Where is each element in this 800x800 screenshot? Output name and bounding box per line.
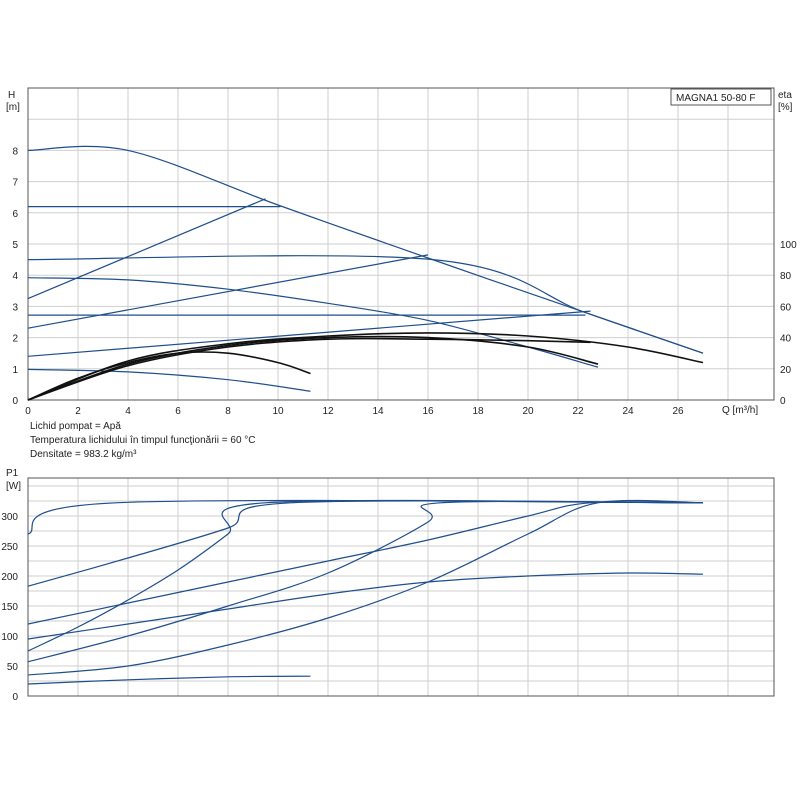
efficiency-curve [27, 351, 311, 401]
head-tick-label: 7 [12, 178, 18, 189]
head-tick-label: 3 [12, 302, 18, 313]
head-curve [27, 368, 311, 392]
head-axis-ticks: 0 2 4 6 8 10 12 14 16 18 20 22 24 2601234567802040608… [12, 146, 797, 417]
power-curves [27, 499, 704, 685]
head-curve [27, 277, 599, 368]
flow-tick-label: 20 [522, 406, 534, 417]
power-tick-label: 150 [1, 602, 18, 613]
flow-tick-label: 22 [572, 406, 584, 417]
head-tick-label: 1 [12, 365, 18, 376]
head-tick-label: 6 [12, 209, 18, 220]
head-grid [28, 88, 774, 400]
power-tick-label: 250 [1, 542, 18, 553]
head-plot-frame [27, 87, 775, 401]
head-tick-label: 2 [12, 334, 18, 345]
flow-tick-label: 8 [225, 406, 231, 417]
power-curve [27, 501, 704, 625]
head-curve [27, 198, 266, 300]
flow-tick-label: 4 [125, 406, 131, 417]
fluid-conditions: Lichid pompat = Apă Temperatura lichidul… [30, 421, 256, 460]
flow-tick-label: 24 [622, 406, 634, 417]
power-tick-label: 0 [12, 692, 18, 703]
model-label: MAGNA1 50-80 F [676, 93, 755, 104]
condition-fluid: Lichid pompat = Apă [30, 421, 121, 432]
flow-tick-label: 26 [672, 406, 684, 417]
model-label-box [670, 88, 772, 106]
flow-tick-label: 2 [75, 406, 81, 417]
power-axis-label: P1 [6, 468, 19, 479]
power-curve [27, 675, 311, 685]
head-curve [27, 145, 704, 354]
power-curve [27, 500, 704, 663]
power-grid [28, 478, 774, 696]
flow-tick-label: 6 [175, 406, 181, 417]
head-chart: 0 2 4 6 8 10 12 14 16 18 20 22 24 2601234567802040608… [6, 87, 797, 417]
power-tick-label: 300 [1, 512, 18, 523]
head-axis-label: H [8, 90, 15, 101]
power-axis-unit: [W] [6, 481, 21, 492]
efficiency-tick-label: 60 [780, 302, 792, 313]
power-curve [27, 499, 704, 535]
power-tick-label: 50 [7, 662, 19, 673]
power-tick-label: 100 [1, 632, 18, 643]
head-curve [27, 254, 429, 329]
head-tick-label: 5 [12, 240, 18, 251]
head-curve [27, 310, 591, 357]
flow-tick-label: 10 [272, 406, 284, 417]
head-tick-label: 8 [12, 146, 18, 157]
power-curve [27, 572, 704, 640]
efficiency-axis-label: eta [778, 90, 792, 101]
power-plot-frame [27, 477, 775, 697]
flow-axis-label: Q [m³/h] [722, 405, 758, 416]
power-chart: 0 50 100 150 200 250 300 P1 [W] [1, 468, 775, 703]
flow-tick-label: 14 [372, 406, 384, 417]
efficiency-tick-label: 80 [780, 271, 792, 282]
efficiency-axis-unit: [%] [778, 102, 793, 113]
head-tick-label: 4 [12, 271, 18, 282]
head-axis-unit: [m] [6, 102, 20, 113]
power-axis-ticks: 0 50 100 150 200 250 300 [1, 512, 18, 703]
efficiency-curve [27, 337, 591, 401]
flow-tick-label: 18 [472, 406, 484, 417]
efficiency-tick-label: 100 [780, 240, 797, 251]
flow-tick-label: 12 [322, 406, 334, 417]
efficiency-tick-label: 20 [780, 365, 792, 376]
efficiency-tick-label: 0 [780, 396, 786, 407]
head-curve [27, 255, 704, 354]
efficiency-curve [27, 332, 704, 401]
condition-density: Densitate = 983.2 kg/m³ [30, 449, 137, 460]
power-curve [27, 499, 704, 652]
flow-tick-label: 16 [422, 406, 434, 417]
efficiency-tick-label: 40 [780, 334, 792, 345]
condition-temperature: Temperatura lichidului în timpul funcţio… [30, 435, 256, 446]
power-tick-label: 200 [1, 572, 18, 583]
efficiency-curve [27, 335, 599, 401]
head-tick-label: 0 [12, 396, 18, 407]
head-curves [27, 145, 704, 401]
flow-tick-label: 0 [25, 406, 31, 417]
power-curve [27, 499, 704, 676]
